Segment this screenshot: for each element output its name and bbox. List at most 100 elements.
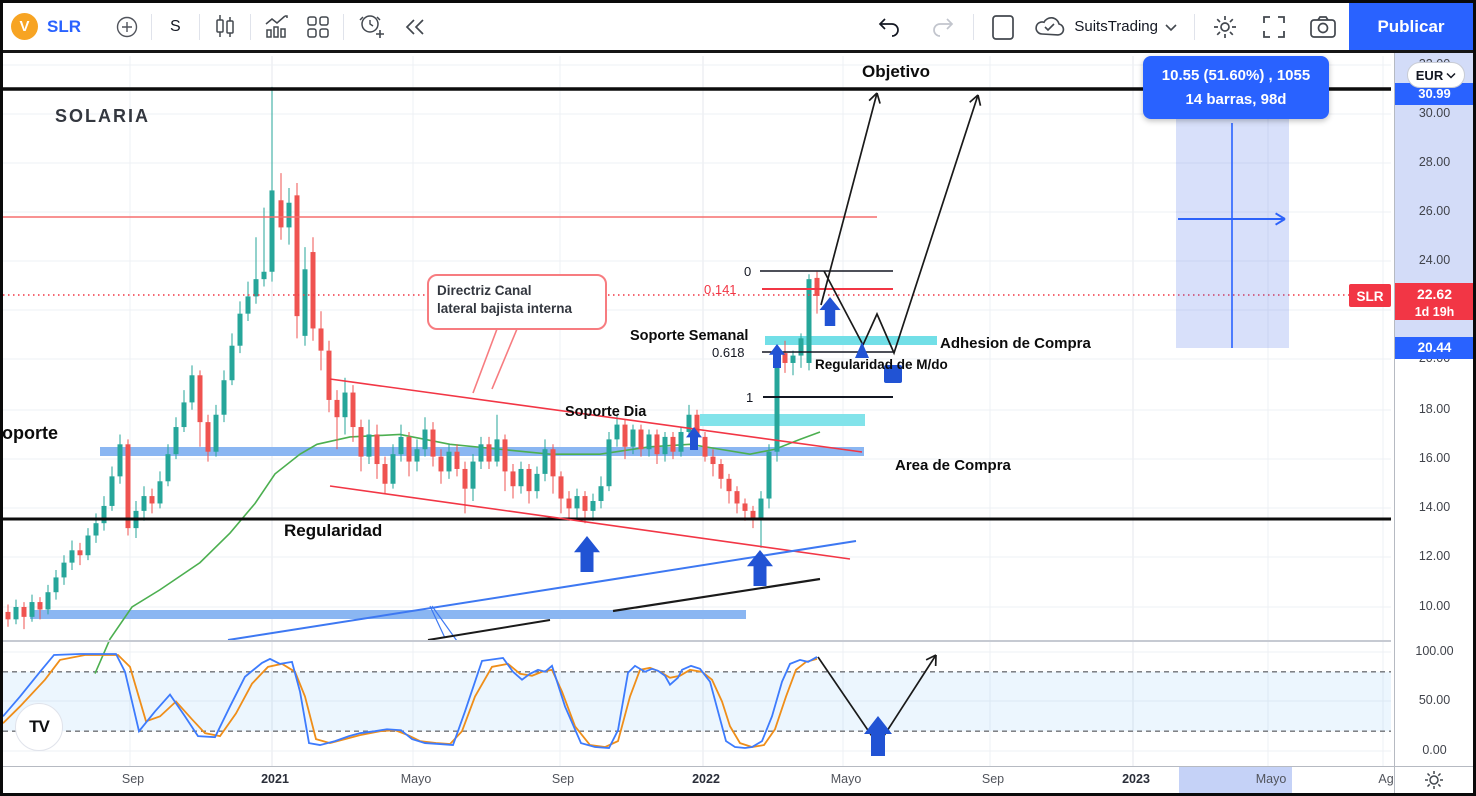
- soporte-label[interactable]: oporte: [3, 423, 58, 443]
- fib-0141-label[interactable]: 0,141: [704, 282, 737, 297]
- fib-0618-label[interactable]: 0.618: [712, 345, 745, 360]
- candle-body: [350, 392, 356, 428]
- buy-arrow-marker-2[interactable]: [747, 550, 773, 586]
- candle-body: [798, 338, 804, 356]
- candle-body: [782, 353, 788, 363]
- price-axis[interactable]: 32.0030.0028.0026.0024.0022.0020.0018.00…: [1394, 53, 1473, 766]
- candle-body: [510, 471, 516, 487]
- black-base-segment-1[interactable]: [427, 619, 551, 641]
- candle-body: [646, 434, 652, 450]
- currency-dropdown[interactable]: EUR: [1407, 62, 1465, 88]
- price-axis-label: 50.00: [1418, 693, 1451, 707]
- candle-body: [205, 422, 211, 452]
- camera-icon[interactable]: [1309, 14, 1337, 40]
- soporte-dia-label[interactable]: Soporte Dia: [565, 404, 647, 420]
- ascending-blue-trendline[interactable]: [227, 540, 857, 641]
- current-price-value: 22.62: [1416, 286, 1453, 302]
- area-de-compra-label[interactable]: Area de Compra: [895, 457, 1012, 474]
- candle-body: [430, 429, 436, 457]
- candle-body: [486, 444, 492, 462]
- fib-0-label[interactable]: 0: [744, 264, 751, 279]
- projection-arrow-1[interactable]: [820, 92, 881, 306]
- arrowhead: [1275, 218, 1286, 226]
- soporte-semanal-band[interactable]: [765, 336, 937, 345]
- square-marker[interactable]: [884, 365, 902, 383]
- candlestick-style-icon[interactable]: [212, 13, 238, 41]
- undo-icon[interactable]: [875, 16, 901, 38]
- black-base-segment-2[interactable]: [612, 577, 821, 613]
- callout-box: [427, 274, 607, 330]
- layout-grid-icon[interactable]: [305, 14, 331, 40]
- candle-body: [534, 473, 540, 492]
- candle-body: [141, 496, 147, 511]
- broker-logo[interactable]: V: [11, 13, 38, 40]
- adhesion-label[interactable]: Adhesion de Compra: [940, 335, 1092, 352]
- candle-body: [117, 444, 123, 477]
- candlestick-series: [5, 86, 820, 630]
- gear-icon[interactable]: [1211, 13, 1239, 41]
- stoch-buy-arrow-marker[interactable]: [864, 716, 892, 756]
- candle-body: [694, 414, 700, 437]
- chart-area[interactable]: Directriz Canal lateral bajista interna SL…: [3, 53, 1394, 766]
- sun-settings-icon[interactable]: [1424, 770, 1444, 790]
- candle-body: [374, 434, 380, 465]
- indicators-icon[interactable]: [263, 14, 291, 40]
- regularidad-mdo-label[interactable]: Regularidad de M/do: [815, 357, 948, 372]
- measure-bottom-badge: 20.44: [1395, 337, 1473, 359]
- small-arrow-marker-2[interactable]: [769, 344, 785, 368]
- small-triangle-marker[interactable]: [855, 342, 869, 358]
- candle-body: [269, 190, 275, 272]
- soporte-dia-band[interactable]: [700, 414, 865, 426]
- layout-square-icon[interactable]: [990, 12, 1016, 42]
- replay-rewind-icon[interactable]: [402, 15, 428, 39]
- account-name[interactable]: SuitsTrading: [1074, 18, 1158, 35]
- channel-lower-red[interactable]: [329, 485, 851, 560]
- objetivo-label[interactable]: Objetivo: [862, 62, 930, 81]
- fullscreen-icon[interactable]: [1261, 14, 1287, 40]
- chevron-down-icon[interactable]: [1164, 22, 1178, 32]
- candle-body: [237, 313, 243, 346]
- time-axis-label: Mayo: [1255, 772, 1287, 786]
- symbol-ticker[interactable]: SLR: [47, 16, 81, 36]
- measure-tooltip-line2: 14 barras, 98d: [1185, 90, 1287, 108]
- interval-button[interactable]: S: [170, 17, 181, 35]
- candle-body: [542, 449, 548, 474]
- projection-w-arrow-2[interactable]: [823, 94, 982, 356]
- blue-fork-stroke-1[interactable]: [429, 605, 446, 639]
- fib-1-label[interactable]: 1: [746, 390, 753, 405]
- candle-body: [5, 611, 11, 620]
- buy-arrow-marker-1[interactable]: [574, 536, 600, 572]
- projection-w-arrow-2-line: [823, 94, 979, 356]
- time-axis-label: Sep: [551, 772, 575, 786]
- tradingview-logo[interactable]: TV: [15, 703, 63, 751]
- alert-clock-icon[interactable]: [356, 12, 386, 42]
- candle-body: [774, 353, 780, 452]
- candle-body: [718, 464, 724, 479]
- company-label[interactable]: SOLARIA: [55, 106, 150, 126]
- candle-body: [125, 444, 131, 529]
- arrowhead: [977, 94, 982, 106]
- time-axis[interactable]: Sep 2021 Mayo Sep 2022 Mayo Sep 2023 Mayo Ag: [3, 766, 1394, 793]
- plus-circle-icon[interactable]: [115, 15, 139, 39]
- candle-body: [558, 476, 564, 499]
- axis-settings-corner[interactable]: [1394, 766, 1473, 793]
- candle-body: [414, 449, 420, 462]
- main-chart-canvas[interactable]: Directriz Canal lateral bajista interna SL…: [3, 53, 1394, 766]
- candle-body: [622, 424, 628, 447]
- measure-top-badge: 30.99: [1395, 83, 1473, 105]
- soporte-semanal-label[interactable]: Soporte Semanal: [630, 328, 748, 344]
- buy-arrow-marker-3[interactable]: [819, 297, 841, 326]
- arrowhead: [1275, 212, 1286, 220]
- candle-body: [790, 355, 796, 363]
- candle-body: [766, 451, 772, 499]
- candle-body: [181, 402, 187, 428]
- regularidad-label[interactable]: Regularidad: [284, 521, 382, 540]
- publish-button[interactable]: Publicar: [1349, 3, 1473, 50]
- directriz-callout[interactable]: Directriz Canal lateral bajista interna: [427, 274, 607, 394]
- channel-upper-red[interactable]: [329, 378, 863, 453]
- redo-icon[interactable]: [931, 16, 957, 38]
- candle-body: [502, 439, 508, 472]
- cloud-check-icon[interactable]: [1034, 15, 1066, 39]
- small-arrow-marker-1[interactable]: [686, 427, 702, 450]
- candle-body: [165, 454, 171, 482]
